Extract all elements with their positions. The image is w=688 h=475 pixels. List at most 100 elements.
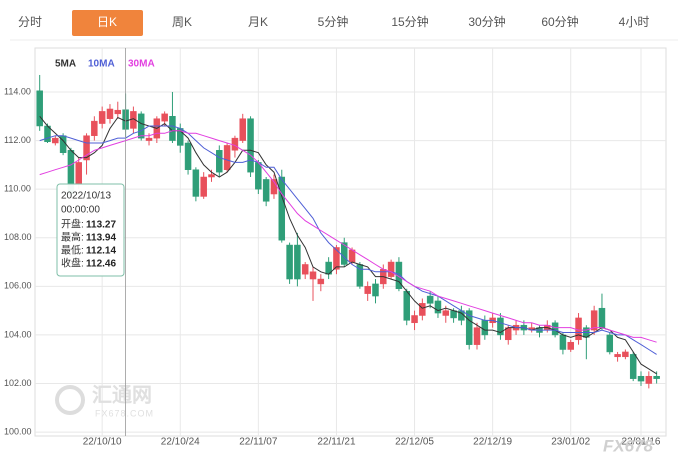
tooltip-label: 最低: xyxy=(61,244,84,257)
x-tick-label: 23/01/02 xyxy=(551,437,590,448)
x-tick-label: 22/12/19 xyxy=(473,437,512,448)
watermark-logo: 汇通网 xyxy=(92,383,152,406)
x-tick-label: 23/01/16 xyxy=(622,437,661,448)
candle-body xyxy=(208,174,215,178)
candle-body xyxy=(106,108,114,119)
candle-body xyxy=(75,162,82,185)
watermark-brand: FX678 xyxy=(603,436,654,455)
candle-body xyxy=(403,290,410,321)
y-tick-label: 110.00 xyxy=(4,184,31,194)
y-tick-label: 114.00 xyxy=(4,86,31,96)
candle-body xyxy=(497,317,504,336)
candle-body xyxy=(567,341,574,350)
watermark-site: FX678.COM xyxy=(95,408,154,418)
candle-body xyxy=(473,327,481,345)
x-tick-label: 22/10/24 xyxy=(161,437,200,448)
tooltip-value: 112.46 xyxy=(86,259,116,270)
y-tick-label: 102.00 xyxy=(4,378,32,388)
candle-body xyxy=(216,150,223,173)
candle-body xyxy=(434,300,442,314)
y-tick-label: 106.00 xyxy=(4,281,32,291)
watermark-icon xyxy=(55,385,85,415)
tab[interactable]: 日K xyxy=(97,15,117,29)
candle-body xyxy=(309,271,317,280)
candle-body xyxy=(333,247,340,270)
candle-body xyxy=(200,176,207,197)
candle-body xyxy=(590,310,598,331)
candle-body xyxy=(231,137,239,151)
candle-body xyxy=(137,113,145,139)
candle-body xyxy=(114,109,122,115)
tooltip-label: 最高: xyxy=(61,231,84,244)
candle-body xyxy=(255,162,262,190)
x-tick-label: 22/11/21 xyxy=(317,437,356,448)
candle-body xyxy=(184,142,192,170)
tab[interactable]: 5分钟 xyxy=(318,14,349,29)
tab[interactable]: 月K xyxy=(248,15,268,29)
candle-body xyxy=(575,317,582,341)
candle-body xyxy=(98,111,106,124)
candle-body xyxy=(411,315,418,324)
y-tick-label: 104.00 xyxy=(4,329,32,339)
candle-body xyxy=(262,179,270,202)
tooltip-value: 113.27 xyxy=(86,220,116,231)
candle-body xyxy=(559,334,567,350)
candle-body xyxy=(622,351,629,358)
candle-body xyxy=(239,118,246,141)
candle-body xyxy=(91,120,98,136)
tooltip-label: 收盘: xyxy=(61,257,84,270)
candle-body xyxy=(442,310,450,316)
y-tick-label: 112.00 xyxy=(4,135,31,145)
candle-body xyxy=(278,176,286,241)
tab[interactable]: 60分钟 xyxy=(541,14,578,29)
y-tick-label: 108.00 xyxy=(4,232,32,242)
legend-entry: 30MA xyxy=(128,59,155,70)
candle-body xyxy=(481,320,489,336)
plot-frame xyxy=(34,47,667,437)
candle-body xyxy=(465,310,473,345)
x-tick-label: 22/12/05 xyxy=(395,437,434,448)
tab[interactable]: 4小时 xyxy=(619,15,650,29)
active-tab-bg xyxy=(72,10,143,36)
candle-body xyxy=(161,113,168,122)
candle-body xyxy=(341,242,348,265)
candle-body xyxy=(637,375,645,382)
x-tick-label: 22/11/07 xyxy=(239,437,278,448)
candle-body xyxy=(419,303,426,316)
candle-body xyxy=(83,135,90,161)
ma-line xyxy=(39,130,657,343)
tab[interactable]: 周K xyxy=(172,15,192,29)
tab[interactable]: 15分钟 xyxy=(391,14,428,29)
candle-body xyxy=(551,322,559,336)
candle-body xyxy=(36,90,43,127)
y-tick-label: 100.00 xyxy=(4,426,32,436)
candle-body xyxy=(426,295,434,304)
candle-body xyxy=(387,261,395,277)
tooltip-box xyxy=(56,183,125,277)
candle-body xyxy=(598,307,606,328)
candle-body xyxy=(223,145,231,170)
candle-body xyxy=(645,375,653,384)
candle-body xyxy=(606,334,614,353)
candle-body xyxy=(192,169,200,197)
candle-body xyxy=(317,278,325,285)
tab[interactable]: 分时 xyxy=(18,15,42,29)
candle-body xyxy=(286,244,293,280)
candle-body xyxy=(294,244,301,280)
candle-body xyxy=(145,137,153,141)
candle-body xyxy=(395,261,403,290)
candle-body xyxy=(52,137,59,144)
candle-body xyxy=(629,354,637,379)
tooltip-value: 112.14 xyxy=(86,246,116,257)
candle-body xyxy=(247,118,254,173)
ma-line xyxy=(39,125,657,355)
candle-body xyxy=(372,283,379,297)
tooltip-label: 开盘: xyxy=(61,218,84,231)
candle-body xyxy=(364,286,371,294)
tab[interactable]: 30分钟 xyxy=(468,14,505,29)
tooltip-date: 2022/10/13 xyxy=(61,191,111,202)
candle-body xyxy=(614,354,621,358)
